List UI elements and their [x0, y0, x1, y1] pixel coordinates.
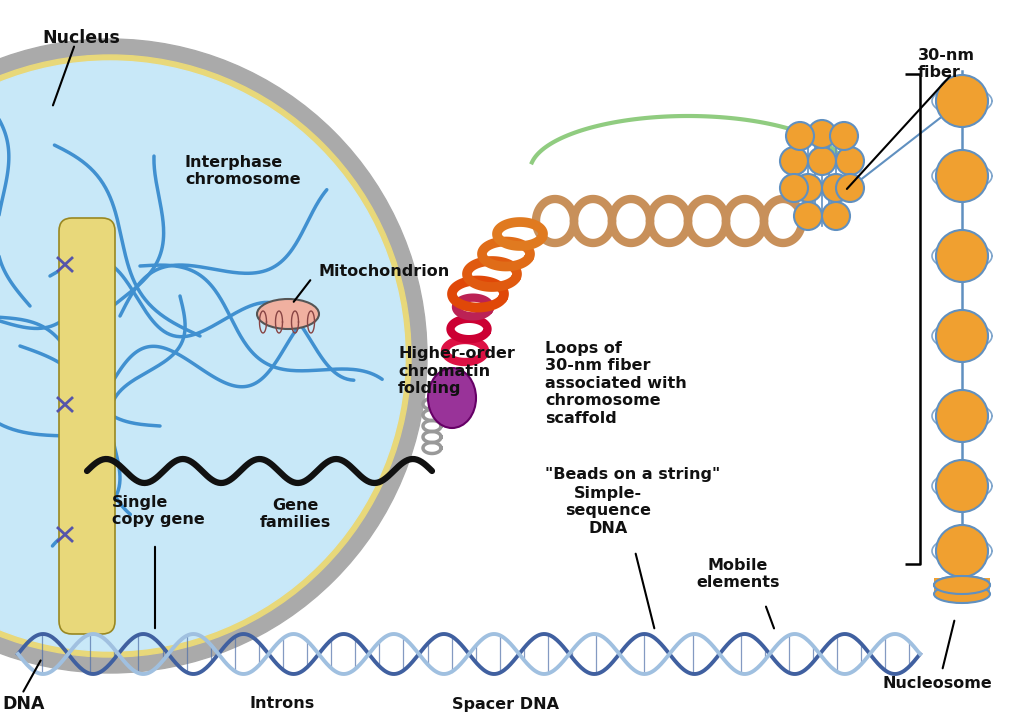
Text: Mitochondrion: Mitochondrion [318, 264, 450, 279]
Circle shape [780, 147, 808, 175]
Text: Higher-order
chromatin
folding: Higher-order chromatin folding [398, 346, 515, 396]
Circle shape [808, 147, 836, 175]
Circle shape [836, 174, 864, 202]
Text: Gene
families: Gene families [259, 498, 331, 530]
Text: DNA: DNA [2, 695, 44, 713]
FancyBboxPatch shape [59, 218, 115, 634]
Text: Nucleosome: Nucleosome [882, 677, 992, 691]
Text: Loops of
30-nm fiber
associated with
chromosome
scaffold: Loops of 30-nm fiber associated with chr… [545, 341, 687, 425]
Circle shape [822, 202, 850, 230]
Text: Interphase
chromosome: Interphase chromosome [185, 155, 301, 187]
Text: Spacer DNA: Spacer DNA [452, 696, 558, 711]
Ellipse shape [428, 368, 476, 428]
Circle shape [808, 120, 836, 148]
Circle shape [936, 230, 988, 282]
Circle shape [936, 460, 988, 512]
Circle shape [830, 122, 858, 150]
Circle shape [794, 174, 822, 202]
Ellipse shape [934, 585, 990, 603]
Circle shape [936, 390, 988, 442]
Ellipse shape [257, 299, 319, 329]
Circle shape [936, 150, 988, 202]
Circle shape [836, 147, 864, 175]
Ellipse shape [934, 576, 990, 594]
Text: Single
copy gene: Single copy gene [112, 495, 205, 527]
Circle shape [780, 174, 808, 202]
Circle shape [822, 174, 850, 202]
Circle shape [794, 202, 822, 230]
Text: 30-nm
fiber: 30-nm fiber [918, 48, 975, 80]
Ellipse shape [934, 576, 990, 594]
Text: Introns: Introns [250, 696, 314, 711]
Bar [934, 578, 990, 594]
Circle shape [786, 122, 814, 150]
Circle shape [936, 525, 988, 577]
Text: Nucleus: Nucleus [42, 29, 120, 47]
Circle shape [936, 75, 988, 127]
Text: Simple-
sequence
DNA: Simple- sequence DNA [565, 486, 651, 536]
Text: "Beads on a string": "Beads on a string" [545, 467, 720, 481]
Circle shape [936, 310, 988, 362]
Circle shape [0, 39, 427, 673]
Circle shape [0, 55, 411, 657]
Text: Mobile
elements: Mobile elements [696, 558, 779, 590]
Circle shape [0, 61, 406, 651]
